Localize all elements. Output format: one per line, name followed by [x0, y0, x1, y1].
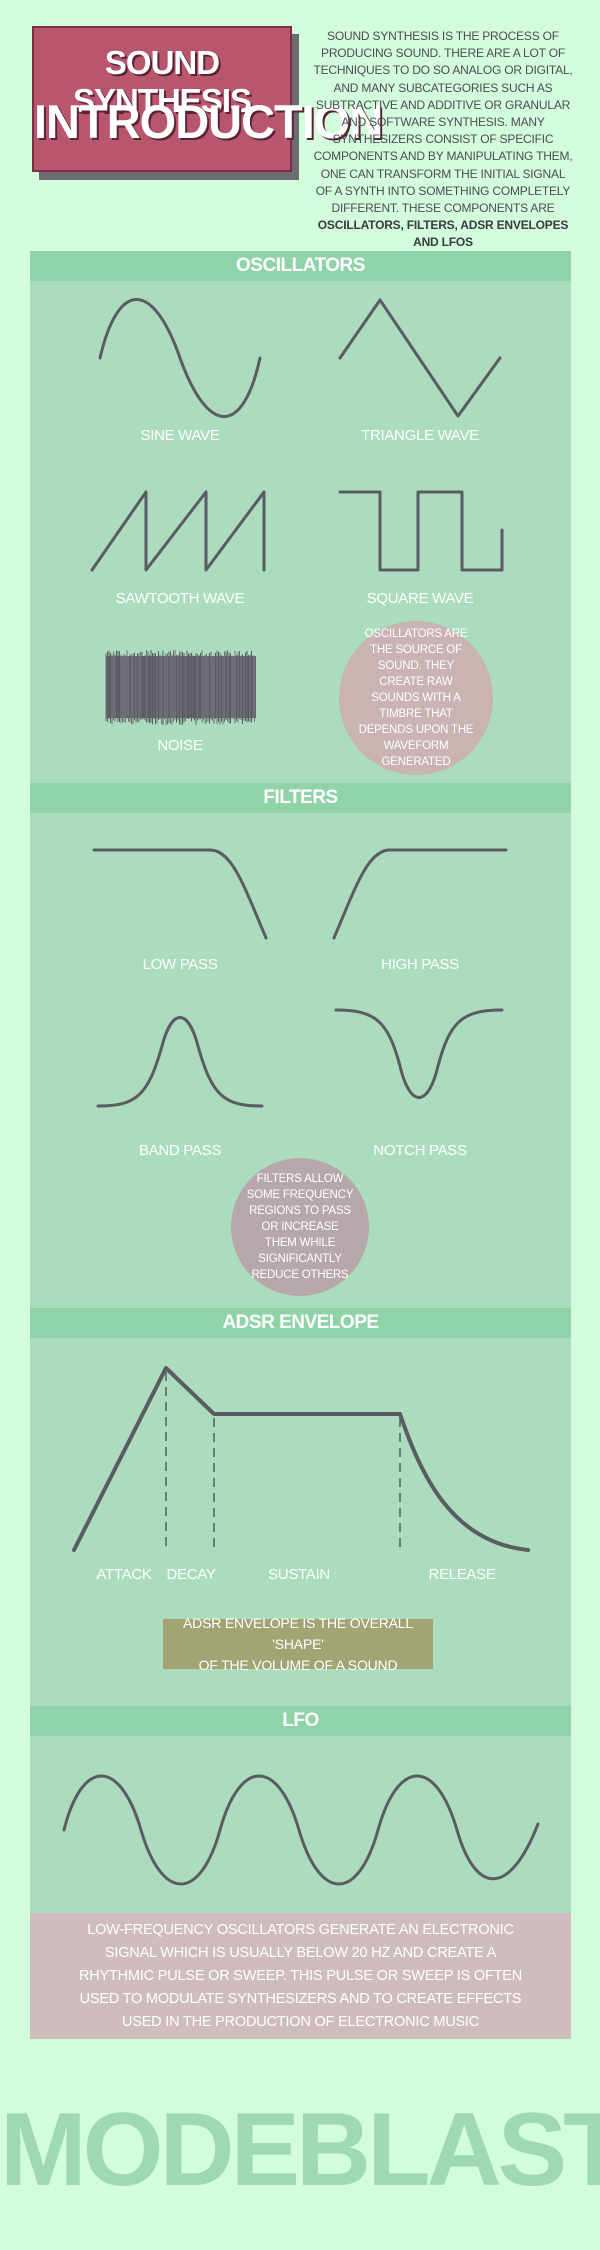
lfo-info-text: LOW-FREQUENCY OSCILLATORS GENERATE AN EL… [78, 1921, 523, 2030]
adsr-release-label: RELEASE [428, 1566, 496, 1583]
sine-wave-label: SINE WAVE [140, 427, 220, 444]
intro-paragraph: SOUND SYNTHESIS IS THE PROCESS OF PRODUC… [312, 28, 574, 252]
modeblast-logo: MODEBLAST [0, 2092, 600, 2208]
lfo-info-box: LOW-FREQUENCY OSCILLATORS GENERATE AN EL… [30, 1913, 571, 2039]
low-pass-filter-icon [92, 848, 268, 940]
sine-wave-icon [98, 298, 262, 418]
adsr-attack-label: ATTACK [96, 1566, 152, 1583]
oscillators-info-circle: OSCILLATORS ARE THE SOURCE OF SOUND. THE… [339, 621, 493, 775]
adsr-info-line-1: ADSR ENVELOPE IS THE OVERALL 'SHAPE' [183, 1614, 413, 1652]
adsr-envelope-chart [72, 1366, 530, 1552]
noise-icon [105, 650, 256, 725]
notch-pass-filter-icon [334, 1008, 504, 1099]
square-wave-icon [338, 490, 504, 572]
notch-pass-label: NOTCH PASS [373, 1142, 467, 1159]
adsr-sustain-label: SUSTAIN [268, 1566, 330, 1583]
sawtooth-wave-label: SAWTOOTH WAVE [115, 590, 245, 607]
title-box: SOUND SYNTHESIS INTRODUCTION [32, 26, 383, 172]
triangle-wave-icon [338, 298, 502, 418]
intro-text: SOUND SYNTHESIS IS THE PROCESS OF PRODUC… [313, 29, 573, 216]
high-pass-label: HIGH PASS [381, 956, 459, 973]
adsr-info-line-2: OF THE VOLUME OF A SOUND [198, 1656, 398, 1673]
section-band-adsr: ADSR ENVELOPE [30, 1308, 571, 1338]
oscillators-info-text: OSCILLATORS ARE THE SOURCE OF SOUND. THE… [358, 628, 474, 768]
section-band-lfo: LFO [30, 1706, 571, 1736]
adsr-decay-label: DECAY [166, 1566, 216, 1583]
page-title-line-1: SOUND SYNTHESIS [72, 44, 252, 119]
high-pass-filter-icon [332, 848, 508, 940]
triangle-wave-label: TRIANGLE WAVE [361, 427, 479, 444]
intro-components: OSCILLATORS, FILTERS, ADSR ENVELOPES AND… [317, 218, 569, 250]
lfo-wave-icon [62, 1774, 540, 1886]
adsr-info-box: ADSR ENVELOPE IS THE OVERALL 'SHAPE' OF … [163, 1615, 433, 1673]
filters-info-text: FILTERS ALLOW SOME FREQUENCY REGIONS TO … [246, 1173, 354, 1281]
section-band-filters: FILTERS [30, 783, 571, 813]
band-pass-filter-icon [96, 1016, 264, 1108]
sawtooth-wave-icon [90, 490, 266, 572]
low-pass-label: LOW PASS [142, 956, 218, 973]
lfo-panel [30, 1736, 571, 1913]
filters-info-circle: FILTERS ALLOW SOME FREQUENCY REGIONS TO … [231, 1158, 369, 1296]
square-wave-label: SQUARE WAVE [366, 590, 474, 607]
noise-label: NOISE [157, 737, 203, 754]
section-band-oscillators: OSCILLATORS [30, 251, 571, 281]
band-pass-label: BAND PASS [138, 1142, 222, 1159]
page-title-line-2: INTRODUCTION [34, 95, 383, 148]
